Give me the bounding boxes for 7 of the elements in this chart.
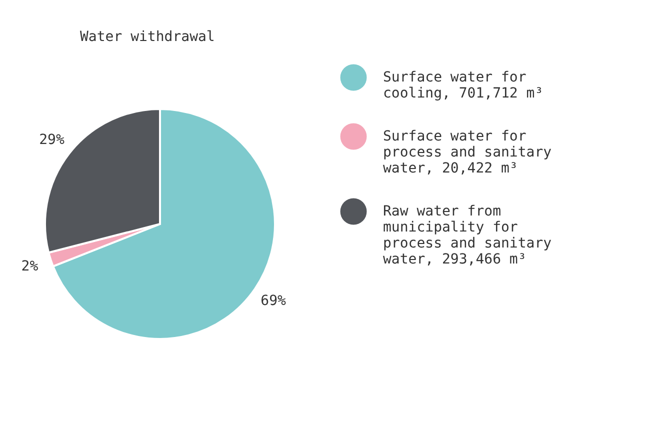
legend-label: Surface water for cooling, 701,712 m³ [383,70,544,102]
legend-label: Raw water from municipality for process and sanitary water, 293,466 m³ [383,204,552,268]
chart-title: Water withdrawal [80,29,215,45]
data-label: 2% [21,258,39,274]
legend-label: Surface water for process and sanitary water, 20,422 m³ [383,128,552,176]
data-label: 69% [260,293,287,310]
data-label: 29% [39,132,65,148]
